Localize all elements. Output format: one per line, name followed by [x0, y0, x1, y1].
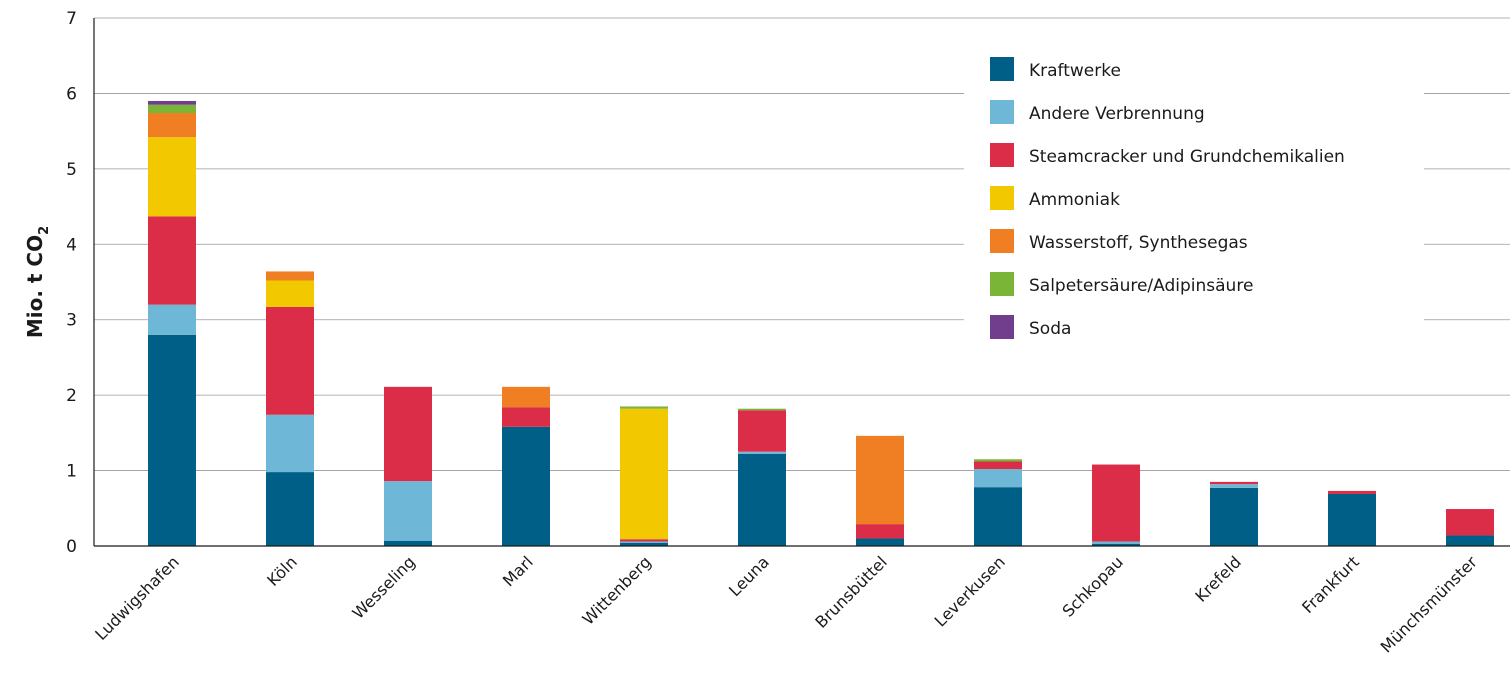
legend-background — [964, 36, 1424, 345]
y-tick-label: 6 — [66, 84, 77, 104]
bar-segment — [384, 540, 432, 546]
bar-segment — [148, 100, 196, 105]
x-tick-label: Wesseling — [349, 552, 419, 622]
x-tick-label: Köln — [263, 552, 301, 590]
x-tick-label: Leverkusen — [931, 552, 1009, 630]
bar-segment — [1210, 487, 1258, 546]
legend-swatch — [990, 272, 1014, 296]
x-tick-label: Wittenberg — [579, 552, 655, 628]
y-tick-label: 2 — [66, 386, 77, 406]
bars — [148, 100, 1494, 546]
bar-segment — [148, 334, 196, 546]
x-tick-label: Leuna — [725, 552, 773, 600]
gridlines — [94, 17, 1510, 471]
bar-segment — [620, 539, 668, 542]
legend-label: Soda — [1029, 319, 1071, 339]
y-tick-label: 0 — [66, 537, 77, 557]
y-tick-label: 4 — [66, 235, 77, 255]
bar-segment — [738, 408, 786, 411]
x-tick-label: Ludwigshafen — [91, 552, 183, 644]
bar-segment — [620, 542, 668, 546]
bar-segment — [1328, 490, 1376, 494]
bar-segment — [856, 524, 904, 539]
bar-segment — [1092, 541, 1140, 544]
bar-segment — [148, 104, 196, 114]
x-tick-labels: Ludwigshafen Köln Wesseling Marl Wittenberg L… — [91, 552, 1481, 656]
y-tick-label: 5 — [66, 160, 77, 180]
bar-segment — [1446, 509, 1494, 536]
bar-segment — [1210, 484, 1258, 488]
legend-label: Ammoniak — [1029, 190, 1120, 210]
x-tick-label: Brunsbüttel — [811, 552, 890, 631]
bar-segment — [974, 461, 1022, 470]
bar-segment — [1328, 493, 1376, 546]
legend-label: Wasserstoff, Synthesegas — [1029, 233, 1248, 253]
bar-segment — [974, 459, 1022, 462]
legend: Kraftwerke Andere Verbrennung Steamcracker… — [964, 36, 1424, 345]
bar-segment — [148, 216, 196, 305]
legend-swatch — [990, 100, 1014, 124]
bar-segment — [266, 414, 314, 473]
bar-segment — [266, 280, 314, 307]
bar-segment — [1446, 535, 1494, 546]
axes — [93, 18, 1510, 547]
y-tick-labels: 0 1 2 3 4 5 6 7 — [66, 9, 77, 557]
x-tick-label: Frankfurt — [1298, 552, 1363, 617]
legend-label: Kraftwerke — [1029, 61, 1121, 81]
bar-segment — [266, 306, 314, 415]
bar-segment — [738, 451, 786, 454]
bar-segment — [502, 426, 550, 546]
y-tick-label: 7 — [66, 9, 77, 29]
bar-segment — [974, 487, 1022, 546]
bar-segment — [266, 271, 314, 281]
x-tick-label: Krefeld — [1191, 552, 1244, 605]
bar-segment — [738, 410, 786, 452]
legend-label: Salpetersäure/Adipinsäure — [1029, 276, 1253, 296]
bar-segment — [384, 386, 432, 482]
bar-segment — [148, 304, 196, 335]
x-tick-label: Schkopau — [1058, 552, 1126, 620]
bar-segment — [1092, 543, 1140, 546]
bar-segment — [148, 113, 196, 138]
y-tick-label: 3 — [66, 311, 77, 331]
bar-segment — [974, 469, 1022, 488]
legend-label: Steamcracker und Grundchemikalien — [1029, 147, 1345, 167]
legend-swatch — [990, 315, 1014, 339]
bar-segment — [502, 407, 550, 427]
bar-segment — [856, 538, 904, 546]
bar-segment — [266, 472, 314, 546]
bar-segment — [620, 408, 668, 540]
bar-segment — [384, 481, 432, 541]
bar-segment — [1210, 481, 1258, 485]
legend-label: Andere Verbrennung — [1029, 104, 1205, 124]
bar-segment — [502, 386, 550, 408]
x-tick-label: Marl — [499, 552, 537, 590]
y-axis-label-main: Mio. t CO — [23, 235, 47, 338]
legend-swatch — [990, 229, 1014, 253]
x-tick-label: Münchsmünster — [1377, 552, 1481, 656]
bar-segment — [620, 541, 668, 543]
bar-segment — [1092, 464, 1140, 542]
y-axis-label: Mio. t CO2 — [23, 226, 52, 338]
legend-swatch — [990, 143, 1014, 167]
legend-swatch — [990, 57, 1014, 81]
bar-segment — [738, 453, 786, 546]
legend-swatch — [990, 186, 1014, 210]
bar-segment — [856, 435, 904, 525]
bar-segment — [148, 137, 196, 217]
y-tick-label: 1 — [66, 462, 77, 482]
bar-segment — [620, 406, 668, 409]
y-axis-label-subscript: 2 — [37, 226, 52, 235]
